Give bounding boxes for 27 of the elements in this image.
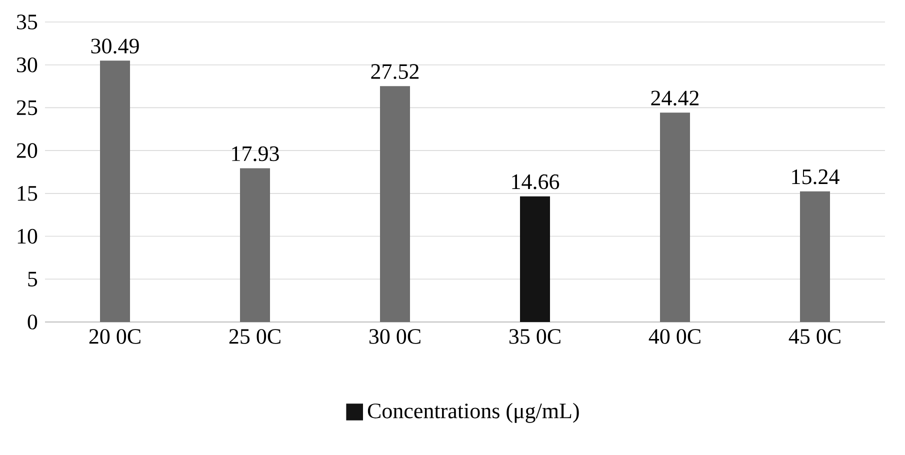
y-tick-label: 10 — [18, 228, 38, 244]
bar — [800, 191, 830, 322]
x-tick-label: 40 0C — [648, 329, 700, 344]
data-label: 24.42 — [651, 90, 699, 106]
y-tick-label: 25 — [16, 100, 38, 116]
bar — [100, 60, 130, 322]
y-tick-label: 30 — [17, 57, 38, 72]
bar — [520, 196, 550, 322]
bar — [660, 112, 690, 322]
data-label: 27.52 — [371, 64, 419, 80]
y-tick-label: 5 — [28, 272, 38, 286]
data-label: 14.66 — [512, 174, 560, 190]
x-tick-label: 20 0C — [89, 329, 140, 344]
y-tick-label: 15 — [18, 186, 38, 201]
bar — [380, 86, 410, 322]
x-tick-label: 35 0C — [509, 329, 560, 344]
x-tick-label: 45 0C — [788, 329, 840, 344]
x-tick-label: 25 0C — [229, 329, 280, 344]
legend-label: Concentrations (μg/mL) — [368, 402, 579, 423]
data-label: 30.49 — [91, 38, 139, 54]
data-label: 15.24 — [792, 169, 840, 184]
y-tick-label: 0 — [28, 314, 38, 330]
data-label: 17.93 — [232, 146, 279, 162]
y-tick-label: 35 — [17, 14, 38, 30]
y-tick-label: 20 — [16, 143, 38, 158]
x-tick-label: 30 0C — [369, 329, 420, 344]
bar — [240, 168, 270, 322]
